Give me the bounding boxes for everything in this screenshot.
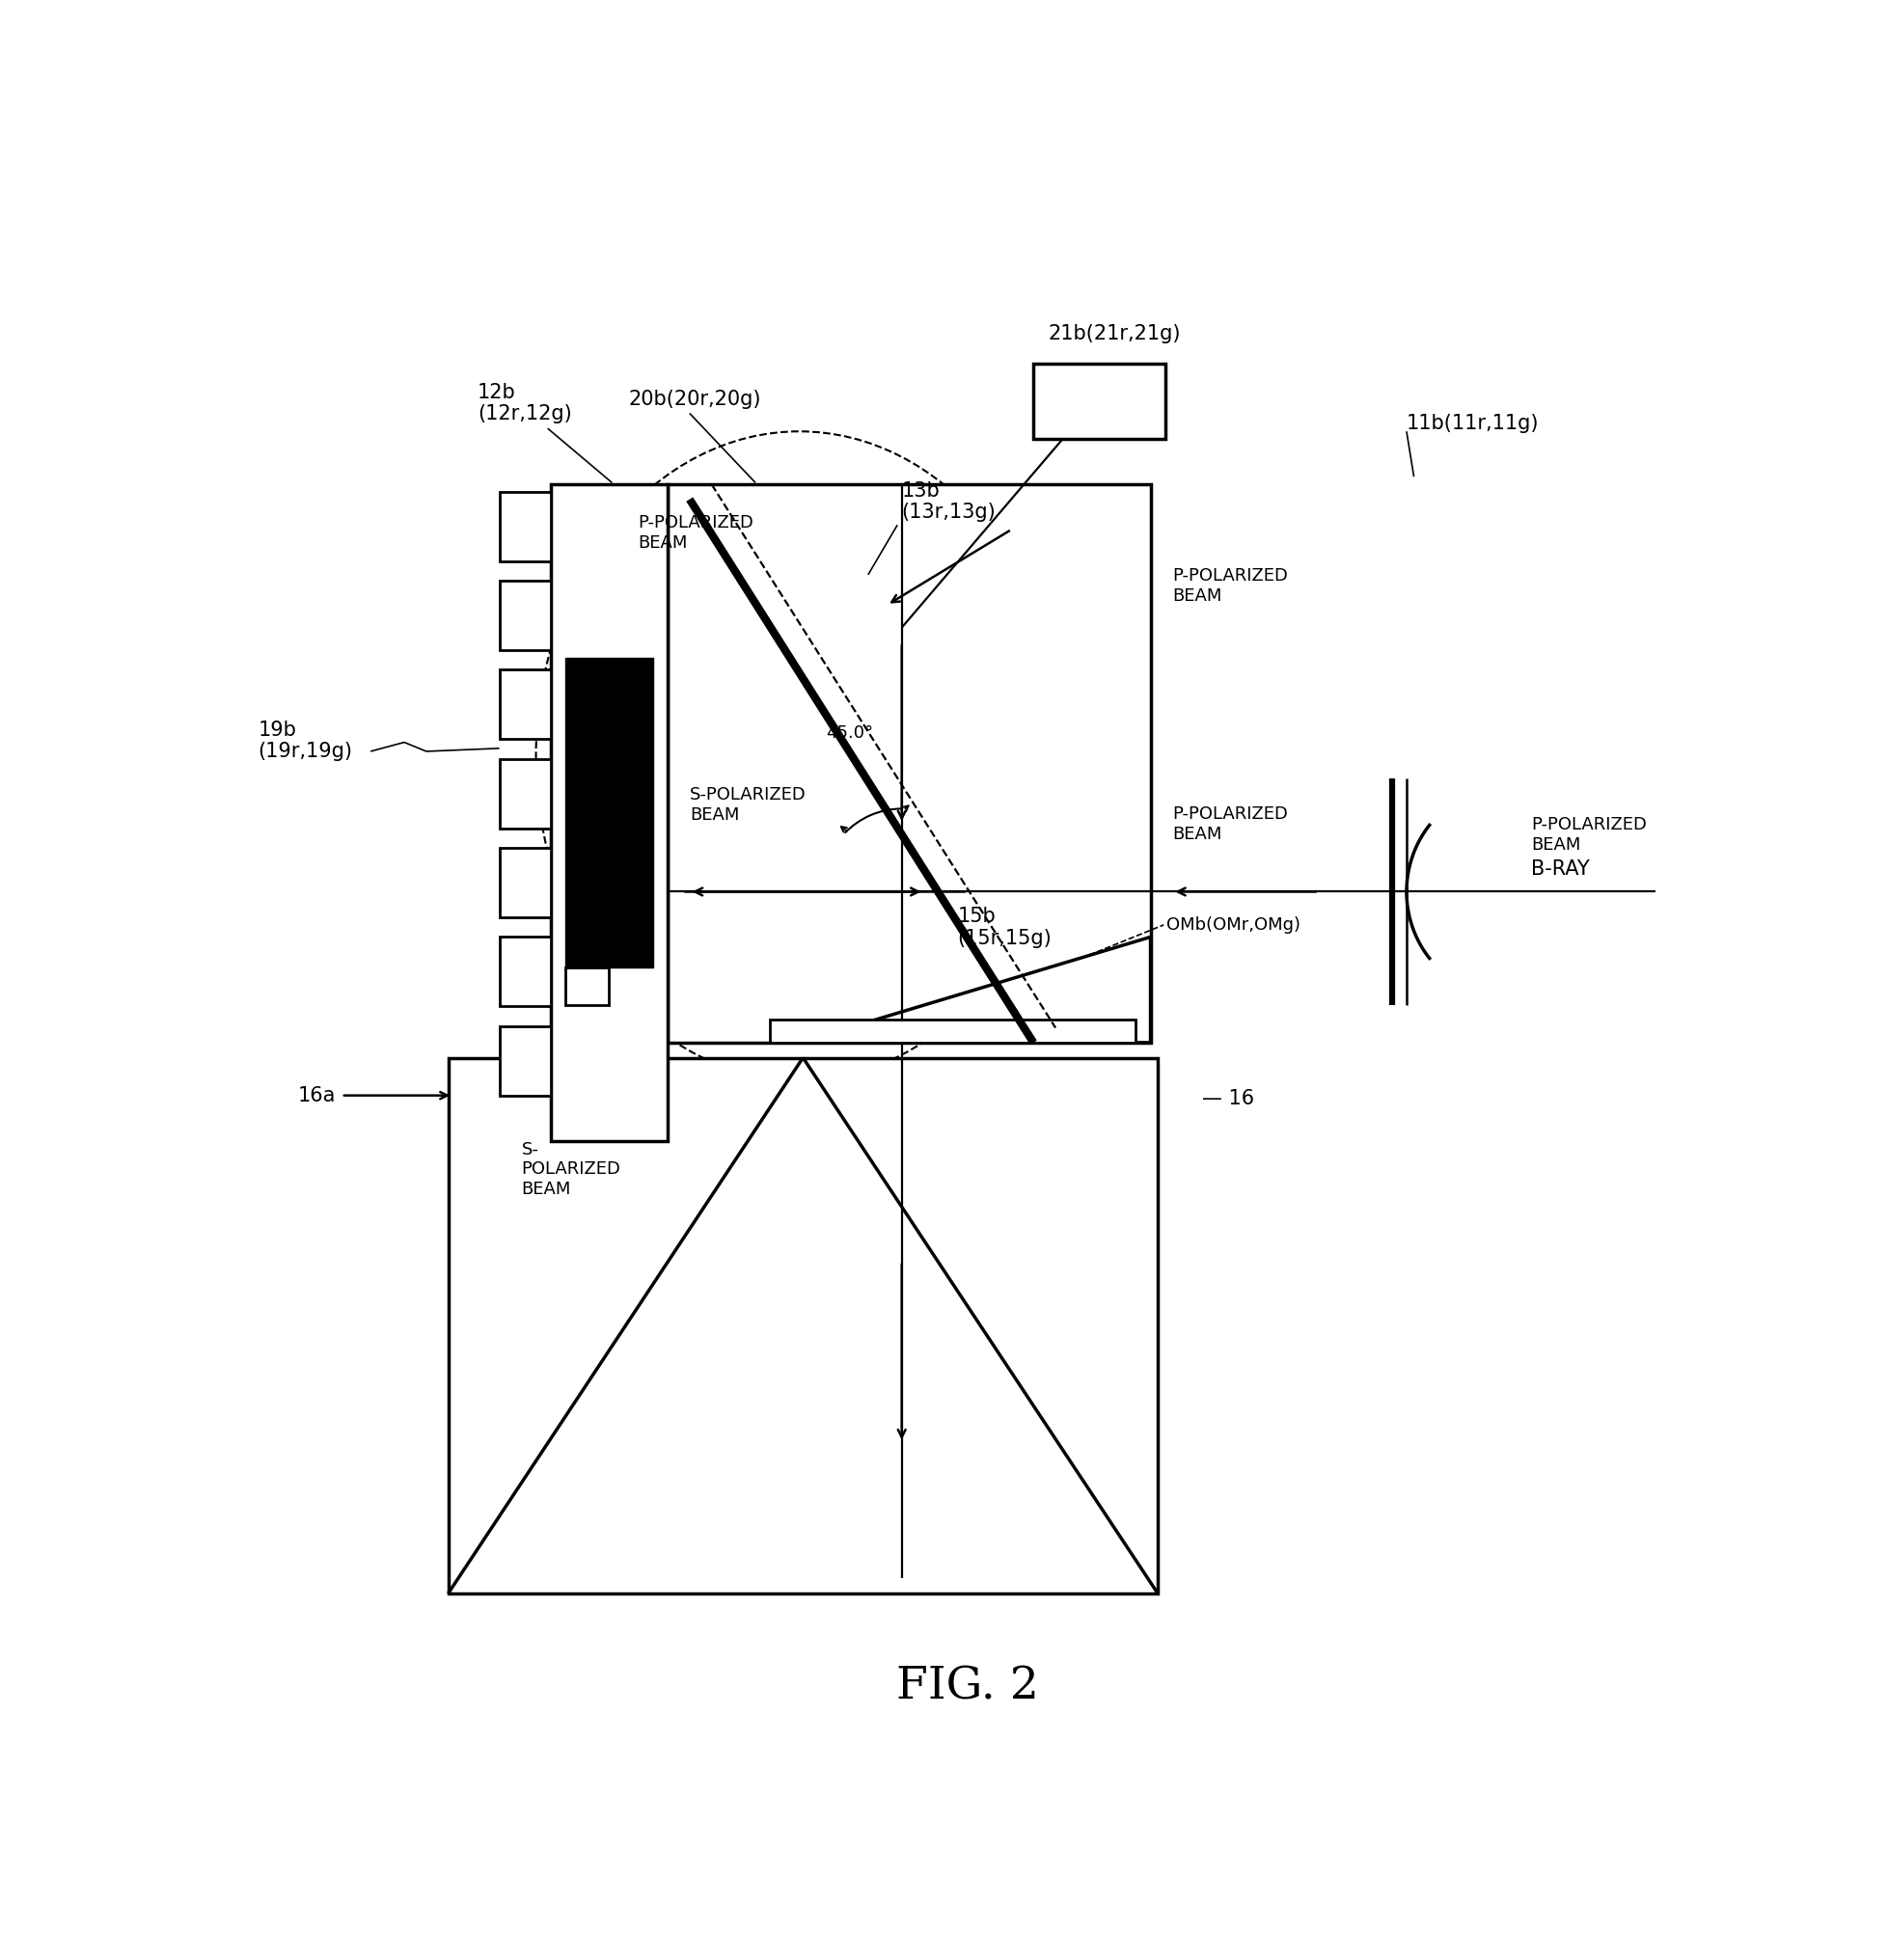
Text: 12b
(12r,12g): 12b (12r,12g) xyxy=(478,382,572,423)
Text: FIG. 2: FIG. 2 xyxy=(897,1666,1038,1709)
Text: 15b
(15r,15g): 15b (15r,15g) xyxy=(957,907,1052,949)
Bar xyxy=(498,492,551,561)
Bar xyxy=(498,937,551,1005)
Text: 19b
(19r,19g): 19b (19r,19g) xyxy=(259,721,353,760)
Text: — 16: — 16 xyxy=(1203,1090,1254,1107)
Bar xyxy=(551,484,668,1141)
Bar xyxy=(770,1019,1137,1043)
Bar xyxy=(498,670,551,739)
Bar xyxy=(447,1058,1157,1593)
Text: 13b
(13r,13g): 13b (13r,13g) xyxy=(902,480,997,521)
Text: 21b(21r,21g): 21b(21r,21g) xyxy=(1048,323,1180,343)
Text: P-POLARIZED
BEAM: P-POLARIZED BEAM xyxy=(1172,806,1288,843)
Text: P-POLARIZED
BEAM: P-POLARIZED BEAM xyxy=(638,514,753,553)
Bar xyxy=(498,759,551,829)
Text: 45.0°: 45.0° xyxy=(825,725,872,743)
Text: 11b(11r,11g): 11b(11r,11g) xyxy=(1407,414,1539,433)
Bar xyxy=(565,966,610,1005)
Bar xyxy=(498,580,551,651)
Text: 20b(20r,20g): 20b(20r,20g) xyxy=(629,390,761,410)
Bar xyxy=(498,849,551,917)
Bar xyxy=(1033,363,1165,439)
Text: 16a: 16a xyxy=(298,1086,336,1105)
Text: OMb(OMr,OMg): OMb(OMr,OMg) xyxy=(1167,915,1301,933)
Bar xyxy=(668,484,1150,1043)
Text: S-POLARIZED
BEAM: S-POLARIZED BEAM xyxy=(689,786,806,823)
Text: P-POLARIZED
BEAM: P-POLARIZED BEAM xyxy=(1531,815,1646,855)
Text: S-
POLARIZED
BEAM: S- POLARIZED BEAM xyxy=(521,1141,621,1198)
Bar xyxy=(565,659,653,966)
Text: B-RAY: B-RAY xyxy=(1531,858,1590,878)
Text: P-POLARIZED
BEAM: P-POLARIZED BEAM xyxy=(1172,566,1288,604)
Bar xyxy=(498,1025,551,1096)
